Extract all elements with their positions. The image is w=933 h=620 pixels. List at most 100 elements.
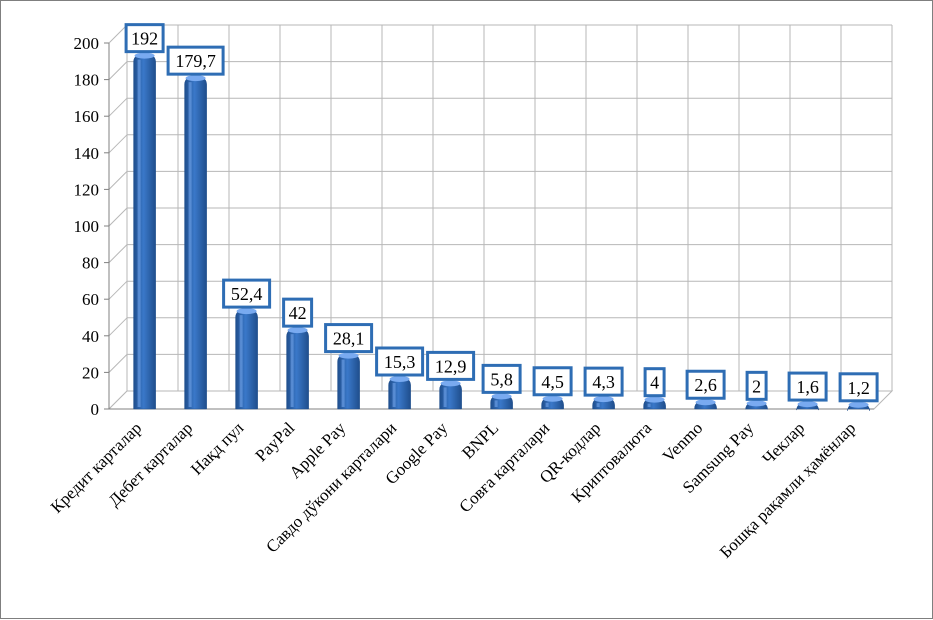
y-tick-label: 20 <box>82 363 99 382</box>
bar-body <box>286 328 309 410</box>
y-tick-label: 200 <box>74 34 100 53</box>
data-label: 12,9 <box>426 350 476 381</box>
bar-top <box>287 327 308 334</box>
bar <box>133 52 156 410</box>
bar-highlight <box>647 403 651 407</box>
bar <box>592 396 615 410</box>
data-label-box <box>685 369 726 400</box>
data-label-text: 4 <box>650 373 659 393</box>
bar <box>745 400 768 410</box>
bar <box>541 395 564 410</box>
data-label-box <box>787 371 828 402</box>
data-label-text: 192 <box>131 29 158 49</box>
bar <box>439 380 462 410</box>
bar-highlight <box>545 402 549 407</box>
gridline-side <box>108 171 128 190</box>
data-label: 1,2 <box>838 372 879 403</box>
gridline-side <box>108 280 128 300</box>
bar <box>643 396 666 410</box>
data-label: 1,6 <box>787 371 828 402</box>
bar <box>490 393 513 410</box>
bar-top <box>848 401 869 408</box>
bar-top <box>644 396 665 403</box>
data-label-text: 15,3 <box>384 352 416 372</box>
data-label-text: 2 <box>752 376 761 396</box>
y-tick-label: 0 <box>91 400 100 419</box>
data-label-box <box>643 367 666 398</box>
data-label-box <box>583 366 624 397</box>
gridline-side <box>108 354 128 373</box>
data-label-box <box>222 278 272 309</box>
bar-highlight <box>188 82 192 408</box>
x-category-label: Кредит карталар <box>47 418 145 516</box>
gridline-side <box>108 134 128 154</box>
data-label-box <box>282 297 314 328</box>
bar-highlight <box>341 359 345 407</box>
y-tick-label: 40 <box>82 327 99 346</box>
y-tick-label: 120 <box>74 180 100 199</box>
bar-highlight <box>239 315 243 407</box>
data-label-layer: 192 179,7 52,4 42 28,1 15,3 12,9 5,8 4,5 4,3 4 2,6 2… <box>124 23 879 403</box>
data-label-text: 179,7 <box>175 51 216 71</box>
data-label-box <box>481 363 522 394</box>
bar-top <box>185 75 206 82</box>
data-label-box <box>745 370 768 401</box>
gridline-side <box>108 24 128 44</box>
gridline-side <box>108 97 128 117</box>
data-label-box <box>426 350 476 381</box>
data-label-box <box>324 323 374 354</box>
data-label: 5,8 <box>481 363 522 394</box>
data-label-box <box>375 346 425 377</box>
bar-top <box>236 308 257 315</box>
bar-body <box>235 309 258 410</box>
bar-top <box>542 395 563 402</box>
gridline-side <box>108 61 128 80</box>
x-category-label: Venmo <box>659 418 706 465</box>
bar-top <box>593 396 614 403</box>
data-label-text: 28,1 <box>333 329 365 349</box>
bar-top <box>491 393 512 400</box>
bar-highlight <box>137 59 141 407</box>
bar-top <box>338 352 359 359</box>
gridline-side <box>108 244 128 263</box>
bar-top <box>695 399 716 406</box>
data-label-text: 4,3 <box>592 372 615 392</box>
gridline-side <box>108 207 128 227</box>
bar-highlight <box>494 400 498 407</box>
data-label-box <box>532 366 573 397</box>
data-label: 179,7 <box>166 45 225 76</box>
data-label-text: 4,5 <box>541 372 564 392</box>
data-label-box <box>166 45 225 76</box>
grid-layer <box>108 24 893 410</box>
data-label-box <box>124 23 165 54</box>
bar <box>286 327 309 410</box>
data-label-text: 42 <box>289 303 307 323</box>
bar <box>337 352 360 410</box>
data-label-text: 1,2 <box>847 378 870 398</box>
bar <box>694 399 717 410</box>
data-label: 42 <box>282 297 314 328</box>
data-label: 4,3 <box>583 366 624 397</box>
bar-layer <box>133 52 870 411</box>
bar-top <box>389 376 410 383</box>
x-category-label: BNPL <box>458 418 502 462</box>
data-label-text: 52,4 <box>231 284 263 304</box>
data-label: 192 <box>124 23 165 54</box>
bar-top <box>440 380 461 387</box>
data-label-text: 5,8 <box>490 369 513 389</box>
data-label-text: 2,6 <box>694 375 717 395</box>
bar-body <box>337 354 360 410</box>
bar-top <box>746 400 767 407</box>
data-label: 52,4 <box>222 278 272 309</box>
bar-body <box>133 54 156 410</box>
bar <box>847 401 870 411</box>
data-label: 28,1 <box>324 323 374 354</box>
data-label: 2 <box>745 370 768 401</box>
bar-highlight <box>596 403 600 407</box>
y-tick-label: 160 <box>74 107 100 126</box>
bar-top <box>797 401 818 408</box>
bar-body <box>388 377 411 410</box>
